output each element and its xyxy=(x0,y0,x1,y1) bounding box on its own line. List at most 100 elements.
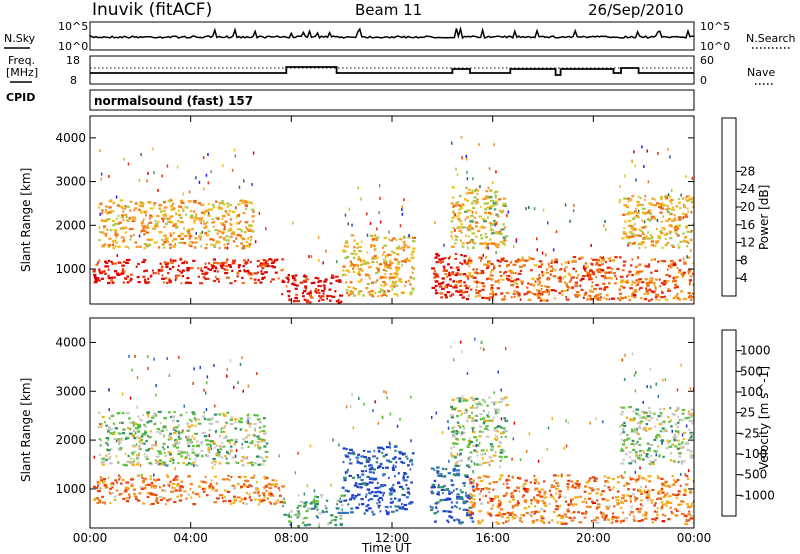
heatmap-cell xyxy=(689,420,694,423)
heatmap-cell xyxy=(689,275,693,278)
heatmap-cell xyxy=(456,472,460,475)
heatmap-cell xyxy=(656,418,658,421)
heatmap-cell xyxy=(282,504,284,508)
heatmap-cell xyxy=(642,232,645,236)
heatmap-cell xyxy=(136,474,141,477)
heatmap-cell xyxy=(495,203,498,206)
heatmap-cell xyxy=(365,505,368,508)
heatmap-cell xyxy=(450,483,455,486)
heatmap-cell xyxy=(673,214,676,217)
heatmap-cell xyxy=(306,292,309,295)
heatmap-cell xyxy=(459,426,462,429)
heatmap-cell xyxy=(365,460,370,463)
heatmap-cell xyxy=(406,457,409,460)
heatmap-cell xyxy=(281,279,285,282)
heatmap-cell xyxy=(673,433,677,436)
heatmap-cell xyxy=(628,456,632,459)
heatmap-cell xyxy=(133,460,135,463)
heatmap-cell xyxy=(186,269,190,272)
heatmap-cell xyxy=(516,476,520,479)
heatmap-cell xyxy=(248,425,252,428)
heatmap-cell xyxy=(219,262,223,265)
heatmap-cell xyxy=(344,242,349,245)
heatmap-cell xyxy=(451,141,453,145)
heatmap-cell xyxy=(454,456,457,459)
heatmap-cell xyxy=(382,466,385,470)
heatmap-cell xyxy=(406,246,411,249)
heatmap-cell xyxy=(354,495,358,498)
heatmap-cell xyxy=(161,274,164,277)
heatmap-cell xyxy=(556,514,559,517)
heatmap-cell xyxy=(455,266,460,269)
heatmap-cell xyxy=(259,262,264,265)
velocity-ylabel: Slant Range [km] xyxy=(19,378,33,482)
heatmap-cell xyxy=(165,265,169,268)
heatmap-cell xyxy=(389,442,391,446)
heatmap-cell xyxy=(484,241,487,244)
heatmap-cell xyxy=(242,212,246,215)
heatmap-cell xyxy=(548,489,551,492)
heatmap-cell xyxy=(181,486,184,489)
heatmap-cell xyxy=(646,218,650,221)
heatmap-cell xyxy=(601,490,605,493)
heatmap-cell xyxy=(345,269,350,272)
heatmap-cell xyxy=(98,239,101,242)
heatmap-cell xyxy=(685,226,688,229)
heatmap-cell xyxy=(686,230,691,233)
heatmap-cell xyxy=(566,483,570,486)
heatmap-cell xyxy=(491,181,494,185)
heatmap-cell xyxy=(143,270,145,273)
heatmap-cell xyxy=(641,226,646,229)
heatmap-cell xyxy=(534,505,537,508)
heatmap-cell xyxy=(119,205,123,208)
heatmap-cell xyxy=(141,229,146,232)
heatmap-cell xyxy=(391,500,394,503)
heatmap-cell xyxy=(522,487,526,490)
heatmap-cell xyxy=(226,276,230,279)
heatmap-cell xyxy=(240,497,243,500)
heatmap-cell xyxy=(496,435,499,439)
heatmap-cell xyxy=(660,232,664,235)
heatmap-cell xyxy=(119,492,123,496)
heatmap-cell xyxy=(158,459,162,462)
heatmap-cell xyxy=(513,489,518,492)
heatmap-cell xyxy=(638,425,641,428)
heatmap-cell xyxy=(465,420,469,423)
heatmap-cell xyxy=(450,272,454,275)
heatmap-cell xyxy=(506,516,510,519)
heatmap-cell xyxy=(444,293,447,296)
heatmap-cell xyxy=(602,282,606,285)
heatmap-cell xyxy=(471,426,475,429)
heatmap-cell xyxy=(263,493,266,496)
heatmap-cell xyxy=(188,425,191,428)
heatmap-cell xyxy=(621,297,625,300)
heatmap-cell xyxy=(571,259,575,263)
heatmap-cell xyxy=(622,428,625,431)
heatmap-cell xyxy=(480,259,482,262)
heatmap-cell xyxy=(583,293,587,296)
heatmap-cell xyxy=(199,238,202,241)
heatmap-cell xyxy=(337,511,342,514)
heatmap-cell xyxy=(458,289,463,292)
heatmap-cell xyxy=(395,509,399,512)
heatmap-cell xyxy=(611,515,615,519)
heatmap-cell xyxy=(436,472,439,475)
heatmap-cell xyxy=(229,423,234,426)
heatmap-cell xyxy=(338,443,340,447)
heatmap-cell xyxy=(370,467,374,470)
heatmap-cell xyxy=(484,419,488,422)
heatmap-cell xyxy=(450,245,455,248)
heatmap-cell xyxy=(526,290,529,293)
heatmap-cell xyxy=(375,461,379,464)
heatmap-cell xyxy=(146,231,150,234)
heatmap-cell xyxy=(467,235,470,238)
heatmap-cell xyxy=(470,288,473,291)
heatmap-cell xyxy=(264,476,269,480)
heatmap-cell xyxy=(660,477,664,480)
heatmap-cell xyxy=(660,220,663,223)
heatmap-cell xyxy=(245,262,248,265)
heatmap-cell xyxy=(577,486,580,489)
heatmap-cell xyxy=(229,445,233,448)
heatmap-cell xyxy=(159,262,162,265)
heatmap-cell xyxy=(327,523,330,526)
